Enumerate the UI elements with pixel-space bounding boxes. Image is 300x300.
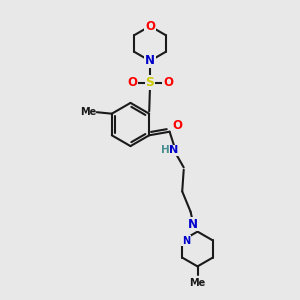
Text: H: H — [161, 145, 170, 155]
Text: S: S — [146, 76, 154, 89]
Text: O: O — [145, 20, 155, 33]
Text: O: O — [127, 76, 137, 89]
Text: O: O — [172, 118, 182, 132]
Text: N: N — [145, 54, 155, 68]
Text: N: N — [182, 236, 190, 246]
Text: O: O — [163, 76, 173, 89]
Text: N: N — [169, 145, 179, 155]
Text: N: N — [188, 218, 198, 231]
Text: Me: Me — [80, 107, 96, 117]
Text: Me: Me — [189, 278, 206, 288]
